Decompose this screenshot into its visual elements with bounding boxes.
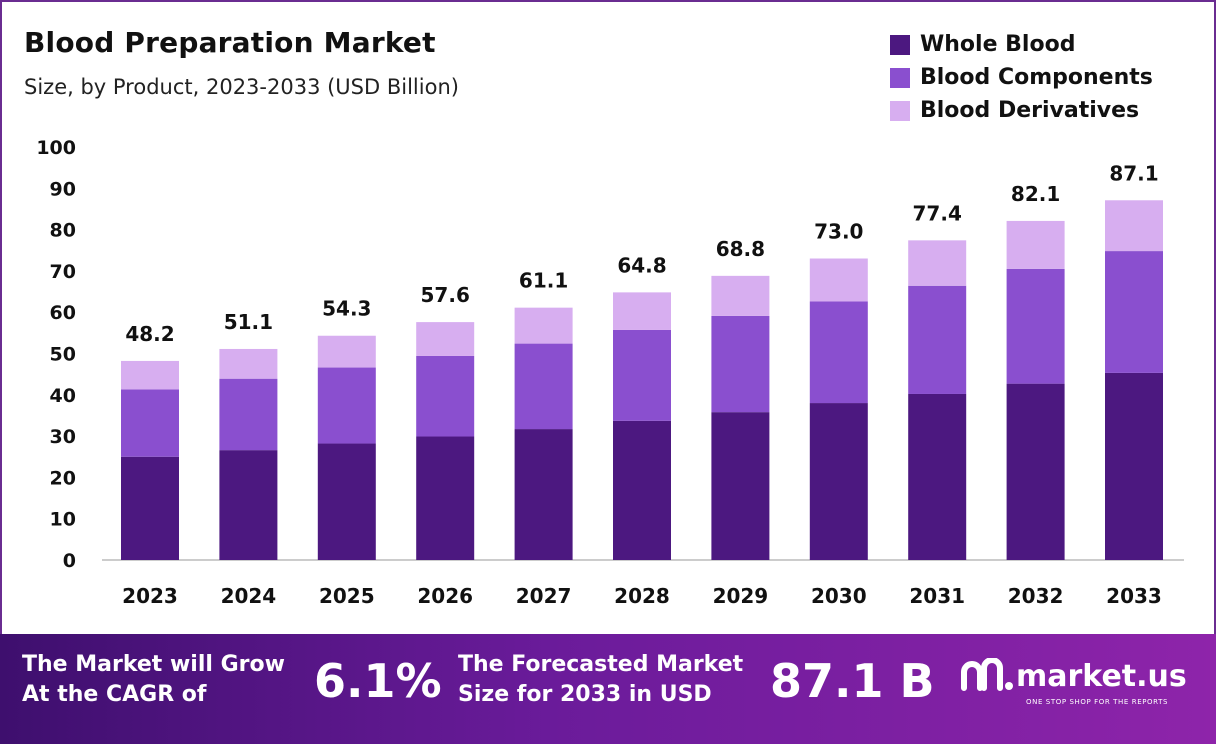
cagr-value: 6.1% [314, 654, 442, 708]
legend-item-blood-components: Blood Components [890, 61, 1153, 94]
x-tick-label-2030: 2030 [811, 584, 867, 608]
bar-segment-blood-derivatives-2024 [219, 348, 278, 379]
bar-segment-blood-components-2030 [809, 301, 868, 404]
y-tick-label: 90 [50, 178, 76, 200]
legend-item-whole-blood: Whole Blood [890, 28, 1153, 61]
x-tick-label-2031: 2031 [909, 584, 965, 608]
y-tick-label: 80 [50, 220, 76, 242]
legend-item-blood-derivatives: Blood Derivatives [890, 94, 1153, 127]
bar-segment-blood-derivatives-2030 [809, 258, 868, 302]
x-tick-label-2028: 2028 [614, 584, 670, 608]
bar-segment-blood-derivatives-2028 [613, 292, 671, 330]
chart-title: Blood Preparation Market [24, 26, 436, 59]
bar-segment-whole-blood-2032 [1006, 383, 1065, 560]
bar-total-label-2023: 48.2 [125, 322, 174, 346]
bar-segment-blood-derivatives-2031 [908, 240, 967, 286]
brand-tagline: ONE STOP SHOP FOR THE REPORTS [1026, 698, 1169, 706]
bar-segment-blood-components-2031 [908, 285, 967, 394]
bar-segment-blood-derivatives-2029 [711, 275, 770, 316]
legend-swatch-blood-components [890, 67, 910, 88]
bar-segment-blood-derivatives-2026 [416, 322, 475, 356]
legend-swatch-blood-derivatives [890, 100, 910, 121]
y-tick-label: 70 [50, 261, 76, 283]
x-tick-label-2032: 2032 [1008, 584, 1064, 608]
bar-segment-whole-blood-2025 [317, 443, 376, 560]
bar-segment-whole-blood-2030 [809, 403, 868, 560]
bar-segment-blood-derivatives-2027 [514, 307, 573, 344]
bar-segment-blood-derivatives-2033 [1105, 200, 1163, 252]
bar-total-label-2029: 68.8 [716, 237, 765, 261]
bar-segment-blood-components-2026 [416, 355, 475, 437]
bar-segment-whole-blood-2028 [613, 420, 671, 560]
forecast-text-line2: Size for 2033 in USD [458, 682, 712, 707]
bar-segment-blood-components-2023 [121, 389, 179, 457]
bar-segment-blood-components-2024 [219, 378, 278, 451]
cagr-text: The Market will Grow At the CAGR of [22, 650, 285, 710]
forecast-text: The Forecasted Market Size for 2033 in U… [458, 650, 743, 710]
bar-segment-whole-blood-2026 [416, 436, 475, 560]
y-tick-label: 30 [50, 426, 76, 448]
y-tick-label: 20 [50, 467, 76, 489]
legend-swatch-whole-blood [890, 34, 910, 55]
bar-total-label-2028: 64.8 [617, 253, 666, 277]
legend-label-blood-components: Blood Components [920, 65, 1153, 90]
legend: Whole Blood Blood Components Blood Deriv… [890, 28, 1153, 127]
bar-segment-blood-components-2032 [1006, 268, 1065, 384]
x-tick-label-2033: 2033 [1106, 584, 1162, 608]
y-tick-label: 100 [36, 137, 76, 159]
bar-segment-blood-components-2029 [711, 315, 770, 413]
legend-label-blood-derivatives: Blood Derivatives [920, 98, 1140, 123]
x-tick-label-2029: 2029 [713, 584, 769, 608]
bar-segment-whole-blood-2027 [514, 429, 573, 560]
bar-segment-whole-blood-2023 [121, 456, 179, 560]
bar-total-label-2030: 73.0 [814, 220, 863, 244]
market-us-logo-icon [961, 658, 1013, 691]
bar-segment-blood-derivatives-2032 [1006, 220, 1065, 269]
y-tick-label: 60 [50, 302, 76, 324]
x-tick-label-2026: 2026 [417, 584, 473, 608]
bar-total-label-2025: 54.3 [322, 297, 371, 321]
y-tick-label: 10 [50, 509, 76, 531]
bar-segment-whole-blood-2033 [1105, 372, 1163, 560]
bar-segment-blood-components-2033 [1105, 251, 1163, 373]
x-tick-label-2024: 2024 [221, 584, 277, 608]
bar-segment-blood-components-2025 [317, 367, 376, 444]
brand-logo: market.us ONE STOP SHOP FOR THE REPORTS [960, 658, 1187, 706]
bar-total-label-2027: 61.1 [519, 269, 568, 293]
forecast-value: 87.1 B [770, 654, 935, 708]
bar-total-label-2032: 82.1 [1011, 182, 1060, 206]
bar-segment-whole-blood-2029 [711, 412, 770, 560]
bar-segment-blood-components-2027 [514, 343, 573, 430]
x-tick-label-2023: 2023 [122, 584, 178, 608]
chart-subtitle: Size, by Product, 2023-2033 (USD Billion… [24, 75, 459, 99]
stacked-bar-chart: 010203040506070809010048.2202351.1202454… [36, 137, 1184, 608]
bar-total-label-2024: 51.1 [224, 310, 273, 334]
footer-banner: The Market will Grow At the CAGR of 6.1%… [0, 634, 1216, 744]
bar-total-label-2033: 87.1 [1109, 161, 1158, 185]
x-tick-label-2027: 2027 [516, 584, 572, 608]
bar-segment-whole-blood-2024 [219, 450, 278, 560]
x-tick-label-2025: 2025 [319, 584, 375, 608]
bar-segment-whole-blood-2031 [908, 393, 967, 560]
y-tick-label: 0 [63, 550, 76, 572]
bar-total-label-2031: 77.4 [913, 201, 962, 225]
forecast-text-line1: The Forecasted Market [458, 652, 744, 677]
cagr-text-line2: At the CAGR of [22, 682, 207, 707]
bar-total-label-2026: 57.6 [421, 283, 470, 307]
bar-segment-blood-derivatives-2025 [317, 335, 376, 368]
y-tick-label: 50 [50, 344, 76, 366]
brand-name: market.us [1016, 658, 1187, 694]
bar-segment-blood-components-2028 [613, 329, 671, 421]
y-tick-label: 40 [50, 385, 76, 407]
cagr-text-line1: The Market will Grow [22, 652, 285, 677]
bar-segment-blood-derivatives-2023 [121, 360, 179, 390]
legend-label-whole-blood: Whole Blood [920, 32, 1076, 57]
